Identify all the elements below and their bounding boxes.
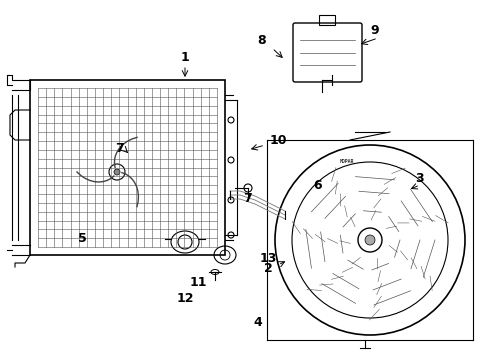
Circle shape [114,169,120,175]
Text: 1: 1 [180,50,189,63]
Text: 10: 10 [269,134,286,147]
Text: 2: 2 [263,261,272,274]
Text: 4: 4 [253,315,262,328]
Text: 8: 8 [257,33,266,46]
Text: 7: 7 [243,192,252,204]
Text: 9: 9 [370,23,379,36]
Text: 7: 7 [115,141,124,154]
Text: 6: 6 [313,179,322,192]
Text: 12: 12 [176,292,193,305]
Text: 5: 5 [78,231,86,244]
Text: 3: 3 [415,171,424,185]
Bar [30,80,224,255]
Bar [318,15,334,25]
Text: MOPAR: MOPAR [339,159,354,164]
Text: 13: 13 [259,252,276,265]
Text: 11: 11 [189,275,206,288]
Circle shape [364,235,374,245]
